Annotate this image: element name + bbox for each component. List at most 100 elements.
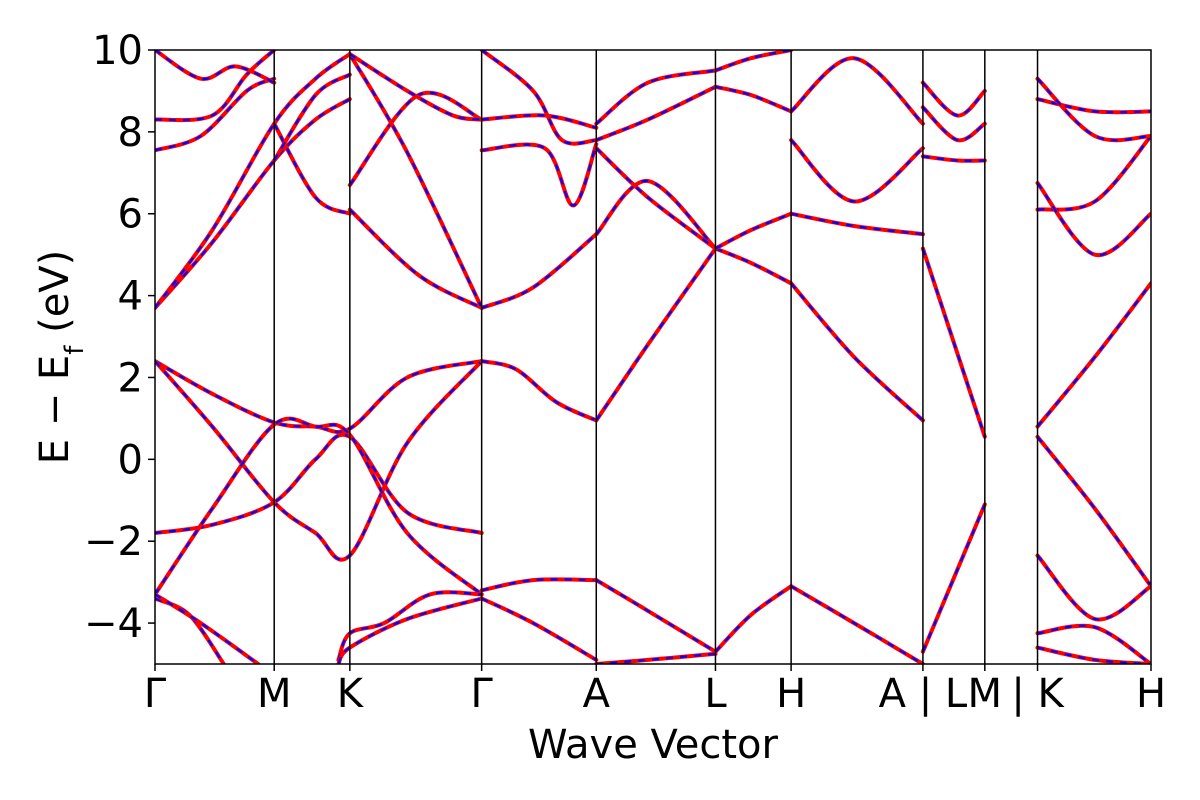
- band-16-dashed: [348, 91, 483, 186]
- band-44-solid: [920, 502, 987, 654]
- band-4-dashed: [155, 597, 225, 664]
- band-28-dashed: [595, 147, 717, 250]
- band-34-dashed: [715, 212, 792, 250]
- y-tick-label: −2: [84, 519, 143, 565]
- y-tick-label: 8: [118, 110, 143, 156]
- band-38-solid: [789, 281, 925, 423]
- band-14-dashed: [273, 73, 351, 162]
- x-axis-title: Wave Vector: [528, 722, 779, 768]
- y-tick-label: 10: [92, 28, 143, 74]
- band-17-solid: [347, 52, 484, 310]
- y-axis-title-sub: f: [60, 345, 90, 355]
- band-35-solid: [713, 84, 794, 114]
- x-tick-label: Γ: [144, 671, 167, 717]
- band-7-dashed: [337, 597, 482, 664]
- plot-frame: [154, 49, 1152, 665]
- band-1-dashed: [155, 360, 483, 561]
- y-tick-label: 2: [118, 355, 143, 401]
- band-47-dashed: [922, 81, 986, 117]
- band-27-dashed: [595, 179, 717, 250]
- x-tick-label: A | L: [879, 671, 968, 717]
- y-tick-label: −4: [84, 601, 143, 647]
- band-22-dashed: [481, 114, 597, 129]
- band-49-dashed: [1036, 282, 1151, 428]
- band-5-solid: [155, 592, 261, 664]
- band-36-solid: [713, 50, 794, 73]
- band-47-solid: [920, 80, 987, 118]
- band-40-solid: [789, 138, 925, 204]
- band-31-dashed: [595, 579, 717, 653]
- band-20-solid: [479, 232, 599, 310]
- band-0-solid: [155, 359, 484, 434]
- x-tick-label: H: [776, 671, 806, 717]
- band-48-dashed: [1036, 436, 1151, 587]
- band-17-dashed: [348, 53, 483, 309]
- band-2-dashed: [155, 433, 482, 535]
- band-54-dashed: [1036, 77, 1151, 142]
- x-tick-label: H: [1136, 671, 1166, 717]
- band-20-dashed: [481, 233, 598, 309]
- band-45-dashed: [922, 155, 985, 162]
- band-37-dashed: [714, 585, 792, 653]
- band-30-dashed: [595, 69, 716, 125]
- x-tick-label: M: [968, 671, 1003, 717]
- band-19-dashed: [481, 360, 597, 422]
- band-13-dashed: [273, 123, 351, 215]
- band-13-solid: [272, 121, 352, 216]
- y-axis-title-main: E − E: [32, 355, 78, 465]
- y-axis: −4 −2 0 2 4 6 8 10: [84, 28, 155, 647]
- band-lines: [155, 50, 1151, 664]
- y-tick-label: 6: [118, 192, 143, 238]
- x-tick-label: M: [257, 671, 292, 717]
- band-6-dashed: [337, 591, 482, 661]
- band-11-dashed: [155, 50, 275, 122]
- band-15-solid: [347, 207, 484, 310]
- x-tick-label: A: [583, 671, 611, 717]
- band-43-dashed: [921, 248, 986, 438]
- band-19-solid: [479, 359, 599, 423]
- band-21-solid: [479, 142, 599, 208]
- band-3-dashed: [155, 417, 483, 596]
- band-24-dashed: [481, 578, 597, 592]
- band-3-solid: [155, 416, 484, 597]
- y-axis-title-unit: (eV): [32, 250, 78, 346]
- x-tick-label: Γ: [471, 671, 494, 717]
- band-21-dashed: [481, 143, 598, 207]
- y-axis-title: E − Ef (eV): [32, 250, 90, 465]
- band-51-dashed: [1037, 135, 1151, 211]
- y-tick-label: 4: [118, 274, 143, 320]
- high-symmetry-lines: [273, 50, 1039, 664]
- band-10-dashed: [155, 77, 275, 152]
- band-52-solid: [1035, 181, 1151, 257]
- band-0-dashed: [155, 360, 482, 433]
- band-41-dashed: [790, 57, 924, 125]
- x-tick-label: L: [704, 671, 727, 717]
- band-25-solid: [479, 596, 599, 662]
- band-52-dashed: [1036, 182, 1151, 256]
- band-53-dashed: [1037, 98, 1151, 114]
- band-37-solid: [713, 584, 794, 654]
- band-51-solid: [1035, 134, 1151, 212]
- band-8-dashed: [155, 98, 351, 309]
- band-40-dashed: [790, 139, 924, 203]
- band-24-solid: [479, 577, 599, 593]
- band-26-dashed: [595, 247, 717, 422]
- band-28-solid: [594, 146, 718, 251]
- band-46-dashed: [922, 106, 986, 142]
- band-50-dashed: [1036, 554, 1151, 621]
- x-tick-label: | K: [1011, 671, 1065, 717]
- band-9-dashed: [155, 53, 351, 309]
- band-18-dashed: [349, 53, 482, 121]
- band-41-solid: [789, 56, 925, 126]
- band-27-solid: [594, 179, 718, 251]
- y-tick-label: 0: [118, 437, 143, 483]
- band-23-dashed: [481, 50, 597, 145]
- band-38-dashed: [790, 282, 924, 422]
- x-tick-label: K: [337, 671, 365, 717]
- band-32-dashed: [596, 652, 716, 664]
- band-25-dashed: [481, 597, 597, 661]
- band-55-dashed: [1037, 624, 1151, 664]
- band-15-dashed: [349, 208, 483, 309]
